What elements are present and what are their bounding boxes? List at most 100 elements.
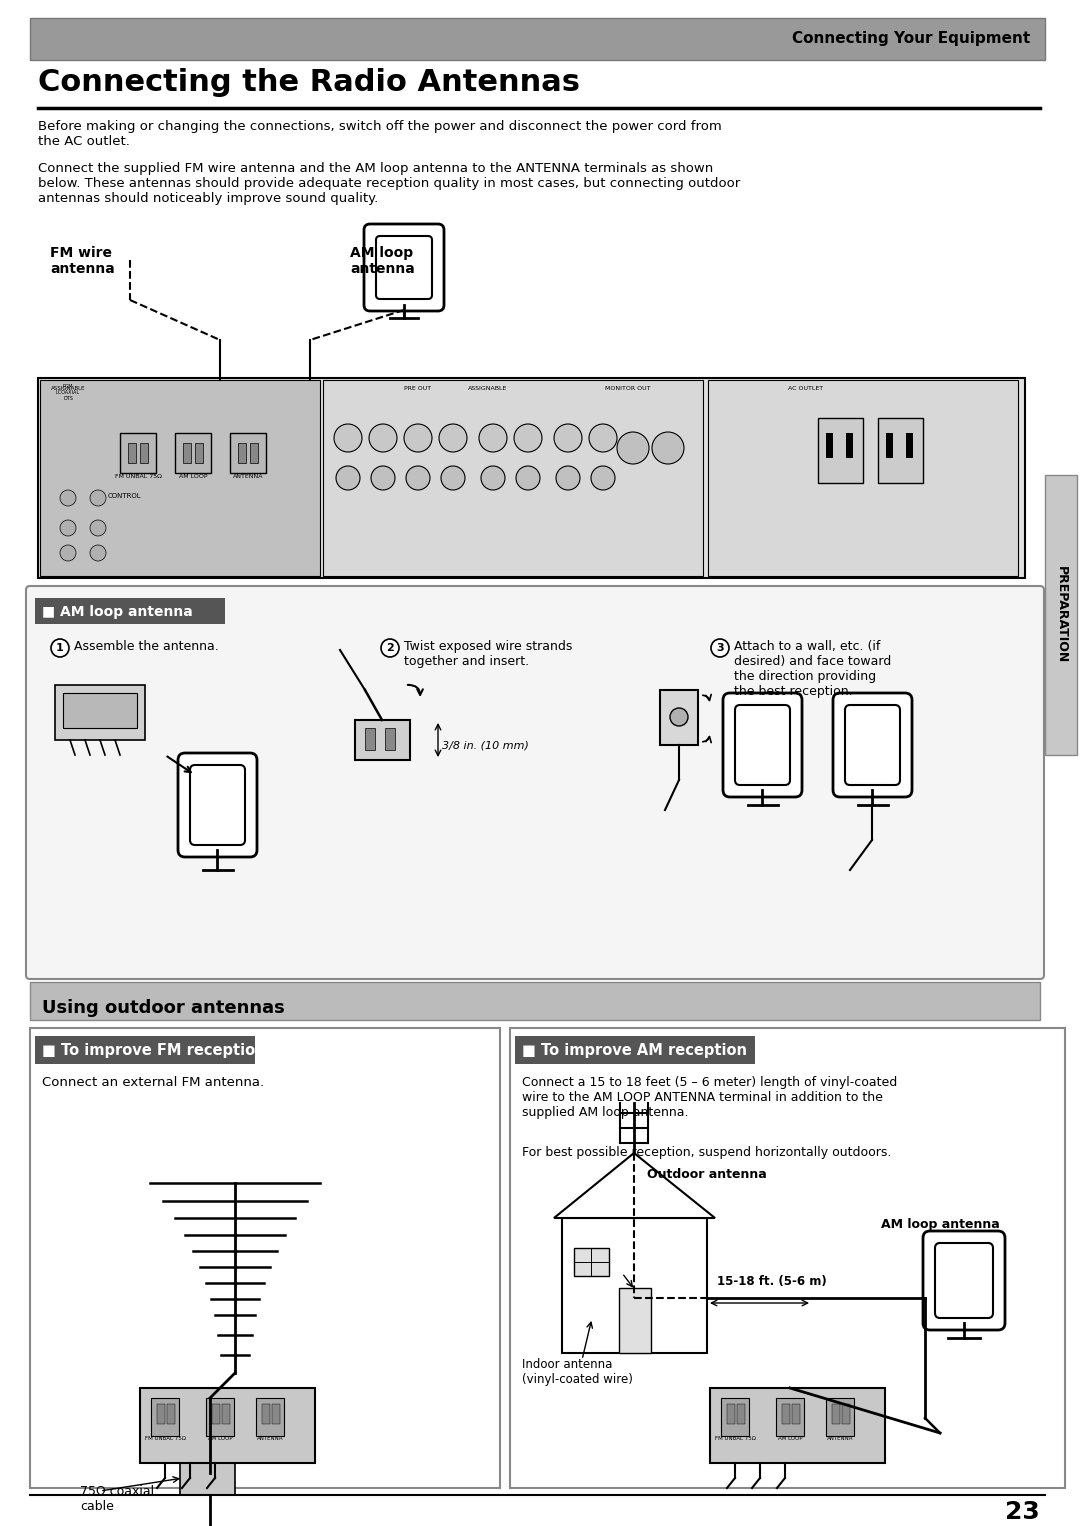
Bar <box>140 443 148 462</box>
Text: Indoor antenna
(vinyl-coated wire): Indoor antenna (vinyl-coated wire) <box>522 1358 633 1386</box>
Text: ■ AM loop antenna: ■ AM loop antenna <box>42 604 192 620</box>
Bar <box>272 1404 280 1424</box>
Text: AC OUTLET: AC OUTLET <box>788 386 823 391</box>
Circle shape <box>589 424 617 452</box>
Bar <box>710 1389 885 1463</box>
FancyBboxPatch shape <box>190 765 245 845</box>
FancyBboxPatch shape <box>364 224 444 311</box>
Circle shape <box>90 490 106 507</box>
Text: AM LOOP: AM LOOP <box>207 1436 232 1441</box>
Text: Outdoor antenna: Outdoor antenna <box>647 1167 767 1181</box>
Text: AM loop antenna: AM loop antenna <box>881 1218 1000 1231</box>
Text: 1: 1 <box>56 642 64 653</box>
Bar <box>38 378 1025 578</box>
Text: Using outdoor antennas: Using outdoor antennas <box>42 1000 285 1016</box>
Bar <box>120 433 156 473</box>
Bar <box>151 1398 179 1436</box>
Bar <box>737 1404 745 1424</box>
Circle shape <box>372 465 395 490</box>
Bar <box>842 1404 850 1424</box>
Bar <box>40 380 320 575</box>
Text: 3: 3 <box>716 642 724 653</box>
Bar <box>619 1288 651 1354</box>
Circle shape <box>381 639 399 658</box>
FancyBboxPatch shape <box>845 705 900 784</box>
Bar <box>660 690 698 745</box>
Bar <box>157 1404 165 1424</box>
FancyBboxPatch shape <box>833 693 912 797</box>
Bar <box>206 1398 234 1436</box>
Text: ASSIGNABLE: ASSIGNABLE <box>51 386 85 391</box>
Bar <box>826 433 833 458</box>
Text: PREPARATION: PREPARATION <box>1054 566 1067 664</box>
Bar <box>355 720 410 760</box>
Circle shape <box>369 424 397 452</box>
Circle shape <box>652 432 684 464</box>
Circle shape <box>480 424 507 452</box>
Circle shape <box>556 465 580 490</box>
Circle shape <box>90 520 106 536</box>
Text: Connect an external FM antenna.: Connect an external FM antenna. <box>42 1076 265 1090</box>
Bar <box>777 1398 804 1436</box>
Bar <box>212 1404 220 1424</box>
Bar <box>1045 475 1077 755</box>
Circle shape <box>554 424 582 452</box>
Text: AM LOOP: AM LOOP <box>179 475 207 479</box>
Text: 15-18 ft. (5-6 m): 15-18 ft. (5-6 m) <box>717 1276 827 1288</box>
Text: AM LOOP: AM LOOP <box>778 1436 802 1441</box>
Bar <box>262 1404 270 1424</box>
Text: 75Ω coaxial
cable: 75Ω coaxial cable <box>80 1485 154 1512</box>
Circle shape <box>591 465 615 490</box>
Circle shape <box>90 545 106 562</box>
Bar <box>515 1036 755 1064</box>
Text: FM wire
antenna: FM wire antenna <box>50 246 114 276</box>
Bar <box>30 18 1045 60</box>
Text: FM UNBAL 75Ω: FM UNBAL 75Ω <box>715 1436 755 1441</box>
Circle shape <box>514 424 542 452</box>
FancyBboxPatch shape <box>735 705 789 784</box>
Text: AM loop
antenna: AM loop antenna <box>350 246 415 276</box>
Bar <box>140 1389 315 1463</box>
Text: Connect a 15 to 18 feet (5 – 6 meter) length of vinyl-coated
wire to the AM LOOP: Connect a 15 to 18 feet (5 – 6 meter) le… <box>522 1076 897 1119</box>
Bar <box>55 685 145 740</box>
Bar <box>906 433 913 458</box>
Text: ANTENNA: ANTENNA <box>827 1436 853 1441</box>
Text: ANTENNA: ANTENNA <box>257 1436 283 1441</box>
Bar <box>721 1398 750 1436</box>
Bar <box>832 1404 840 1424</box>
Text: FM UNBAL 75Ω: FM UNBAL 75Ω <box>114 475 161 479</box>
Circle shape <box>670 708 688 726</box>
Circle shape <box>516 465 540 490</box>
Bar <box>35 1036 255 1064</box>
Bar <box>792 1404 800 1424</box>
Bar <box>30 983 1040 1019</box>
FancyBboxPatch shape <box>723 693 802 797</box>
Text: Connect the supplied FM wire antenna and the AM loop antenna to the ANTENNA term: Connect the supplied FM wire antenna and… <box>38 162 740 204</box>
Circle shape <box>438 424 467 452</box>
Text: Connecting Your Equipment: Connecting Your Equipment <box>792 32 1030 46</box>
FancyBboxPatch shape <box>178 752 257 858</box>
Bar <box>256 1398 284 1436</box>
Bar <box>510 1029 1065 1488</box>
Text: Twist exposed wire strands
together and insert.: Twist exposed wire strands together and … <box>404 639 572 668</box>
Text: Assemble the antenna.: Assemble the antenna. <box>75 639 219 653</box>
Bar <box>222 1404 230 1424</box>
FancyBboxPatch shape <box>935 1244 993 1318</box>
FancyBboxPatch shape <box>923 1231 1005 1331</box>
Bar <box>167 1404 175 1424</box>
Text: ASSIGNABLE: ASSIGNABLE <box>469 386 508 391</box>
Circle shape <box>406 465 430 490</box>
Bar <box>846 433 853 458</box>
Text: 3/8 in. (10 mm): 3/8 in. (10 mm) <box>442 740 529 749</box>
Bar <box>365 728 375 749</box>
Circle shape <box>60 520 76 536</box>
Bar <box>384 728 395 749</box>
Polygon shape <box>554 1154 715 1218</box>
Circle shape <box>481 465 505 490</box>
Bar <box>323 380 703 575</box>
Bar <box>249 443 258 462</box>
Bar <box>562 1218 707 1354</box>
Bar <box>63 693 137 728</box>
Text: MONITOR OUT: MONITOR OUT <box>605 386 651 391</box>
Text: 23: 23 <box>1005 1500 1040 1524</box>
